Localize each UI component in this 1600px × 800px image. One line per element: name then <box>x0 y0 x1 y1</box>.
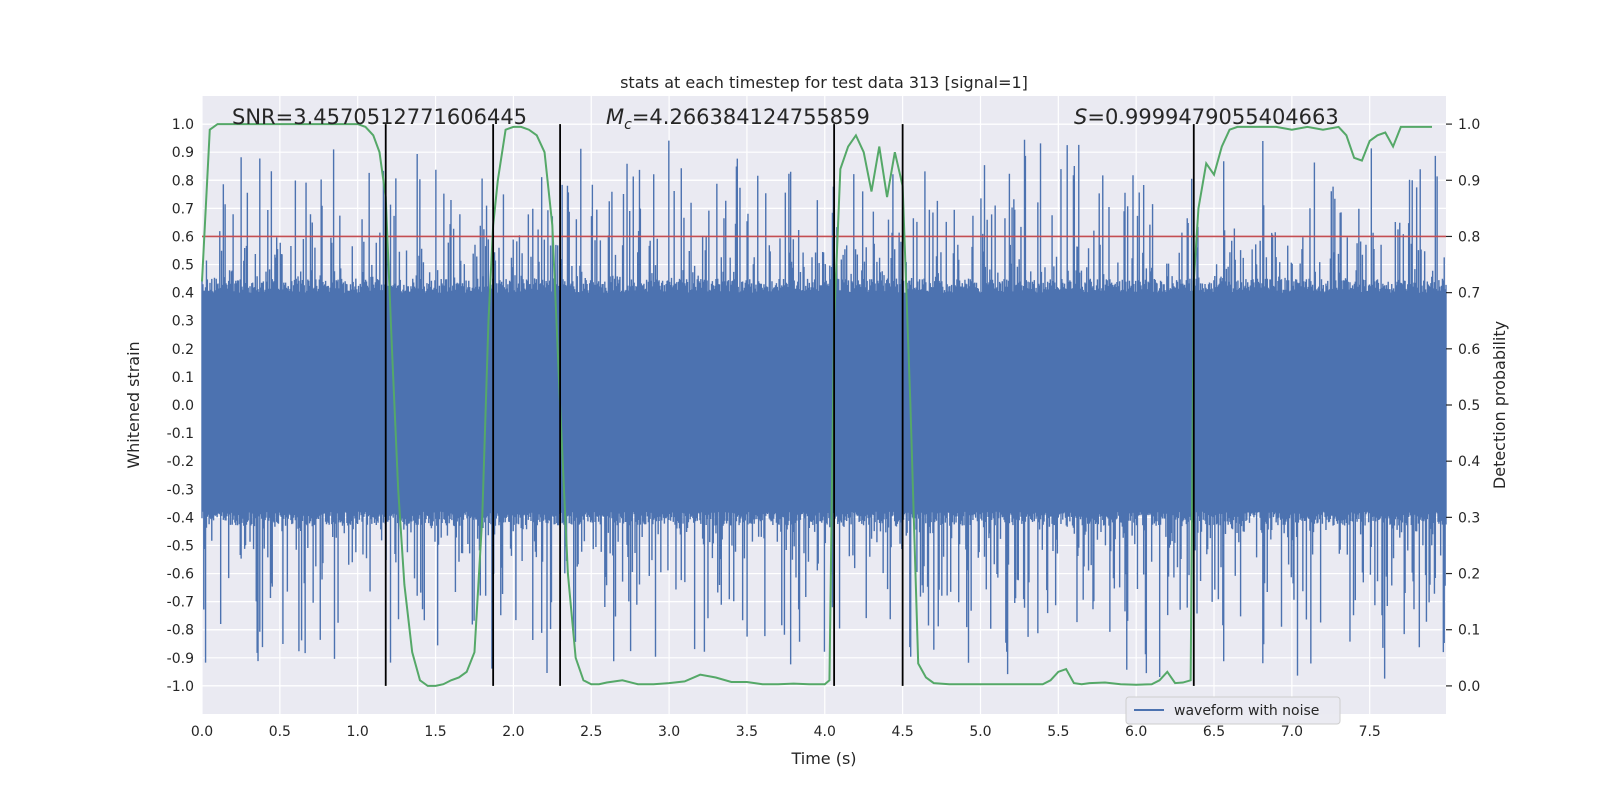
event-boundary-lines <box>384 124 1195 686</box>
y2-tick-labels: 1.0 0.9 0.8 0.7 0.6 0.5 0.4 0.3 0.2 0.1 0.0 <box>1446 117 1480 695</box>
x-tick-labels: 0.0 0.5 1.0 1.5 2.0 2.5 3.0 3.5 4.0 4.5 5.0 5.5 6.0 6… <box>191 724 1381 740</box>
s-value: =0.9999479055404663 <box>1087 105 1338 129</box>
y-tick-label: 0.7 <box>172 201 194 217</box>
y-tick-label: 0.2 <box>172 342 194 358</box>
y2-tick-label: 0.6 <box>1458 342 1480 358</box>
snr-annotation: SNR=3.4570512771606445 <box>232 105 527 129</box>
x-tick-label: 1.0 <box>347 724 369 740</box>
legend-label: waveform with noise <box>1174 703 1319 719</box>
x-tick-label: 5.5 <box>1047 724 1069 740</box>
x-tick-label: 1.5 <box>424 724 446 740</box>
x-tick-label: 0.0 <box>191 724 213 740</box>
y2-tick-label: 0.0 <box>1458 679 1480 695</box>
y-tick-label: -0.2 <box>167 454 194 470</box>
snr-value: 3.4570512771606445 <box>293 105 527 129</box>
y-tick-label: -0.7 <box>167 595 194 611</box>
x-tick-label: 6.0 <box>1125 724 1147 740</box>
y2-axis-label: Detection probability <box>1490 321 1509 489</box>
y2-tick-label: 0.4 <box>1458 454 1480 470</box>
y2-tick-label: 0.1 <box>1458 623 1480 639</box>
s-symbol: S <box>1074 105 1087 129</box>
x-tick-label: 5.0 <box>969 724 991 740</box>
x-tick-label: 3.5 <box>736 724 758 740</box>
mc-symbol: M <box>606 105 624 129</box>
y-tick-label: -0.1 <box>167 426 194 442</box>
x-tick-label: 2.5 <box>580 724 602 740</box>
y-tick-labels: 1.0 0.9 0.8 0.7 0.6 0.5 0.4 0.3 0.2 0.1 0.0 -0.1 -0.… <box>167 117 194 695</box>
y-tick-label: 0.1 <box>172 370 194 386</box>
y2-tick-label: 0.8 <box>1458 229 1480 245</box>
y-tick-label: -0.4 <box>167 510 194 526</box>
legend: waveform with noise <box>1125 696 1341 725</box>
x-tick-label: 7.5 <box>1359 724 1381 740</box>
x-axis-label: Time (s) <box>790 749 856 768</box>
y-tick-label: 1.0 <box>172 117 194 133</box>
y-tick-label: 0.8 <box>172 173 194 189</box>
y2-tick-label: 1.0 <box>1458 117 1480 133</box>
y2-tick-label: 0.9 <box>1458 173 1480 189</box>
y-axis-label: Whitened strain <box>124 341 143 468</box>
y-tick-label: -0.9 <box>167 651 194 667</box>
mc-subscript: c <box>624 117 632 133</box>
waveform-series <box>201 139 1447 679</box>
y2-tick-label: 0.2 <box>1458 567 1480 583</box>
snr-prefix: SNR= <box>232 105 293 129</box>
y-tick-label: -1.0 <box>167 679 194 695</box>
y2-tick-label: 0.7 <box>1458 286 1480 302</box>
y2-tick-label: 0.5 <box>1458 398 1480 414</box>
chirp-mass-annotation: Mc=4.266384124755859 <box>606 105 870 133</box>
y-tick-label: -0.3 <box>167 482 194 498</box>
y2-tick-label: 0.3 <box>1458 510 1480 526</box>
x-tick-label: 6.5 <box>1203 724 1225 740</box>
x-tick-label: 2.0 <box>502 724 524 740</box>
y-tick-label: 0.5 <box>172 258 194 274</box>
y-tick-label: -0.5 <box>167 538 194 554</box>
y-tick-label: 0.0 <box>172 398 194 414</box>
y-tick-label: 0.6 <box>172 229 194 245</box>
x-tick-label: 0.5 <box>269 724 291 740</box>
y-tick-label: 0.3 <box>172 314 194 330</box>
score-annotation: S=0.9999479055404663 <box>1074 105 1339 129</box>
x-tick-label: 4.5 <box>891 724 913 740</box>
y-tick-label: -0.6 <box>167 567 194 583</box>
x-tick-label: 3.0 <box>658 724 680 740</box>
x-tick-label: 4.0 <box>814 724 836 740</box>
legend-box <box>1125 696 1341 725</box>
chart-title: stats at each timestep for test data 313… <box>620 73 1028 92</box>
y-tick-label: 0.4 <box>172 286 194 302</box>
waveform-band <box>202 303 1446 501</box>
mc-value: =4.266384124755859 <box>632 105 870 129</box>
y-tick-label: -0.8 <box>167 623 194 639</box>
y-tick-label: 0.9 <box>172 145 194 161</box>
x-tick-label: 7.0 <box>1281 724 1303 740</box>
